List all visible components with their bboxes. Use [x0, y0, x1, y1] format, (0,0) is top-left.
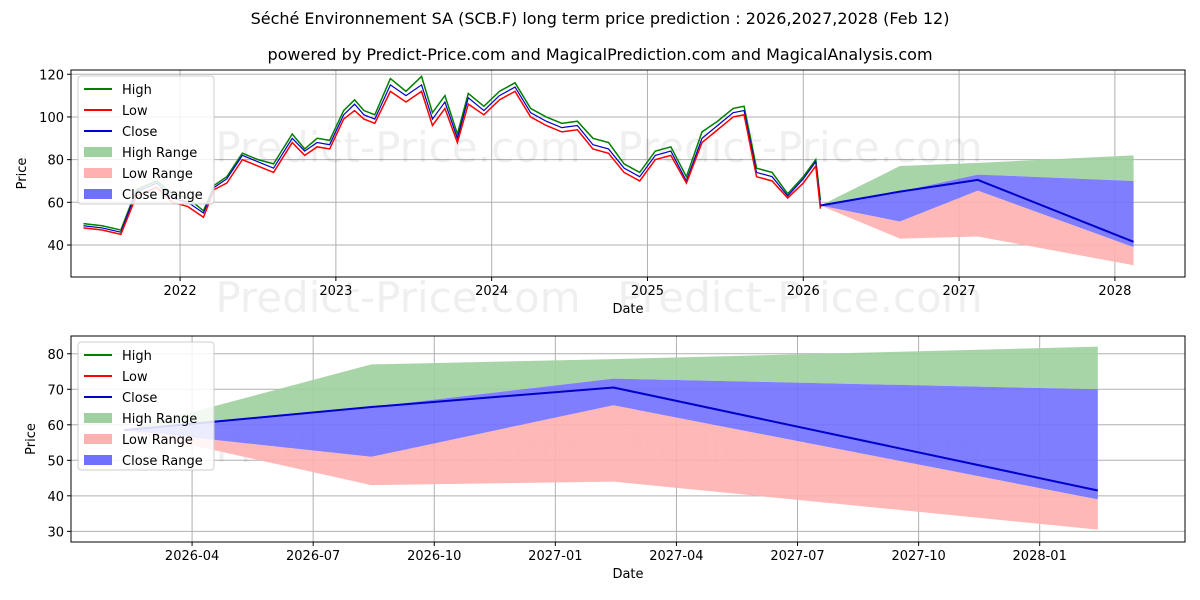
bottom-ylabel: Price [24, 423, 39, 455]
top-watermark: Predict-Price.com [215, 273, 580, 322]
bottom-legend-label: Low [122, 370, 148, 385]
top-legend-swatch [84, 147, 112, 157]
bottom-legend-label: High Range [122, 412, 197, 427]
top-plot-area [83, 75, 1134, 266]
top-close-series [83, 83, 822, 233]
bottom-xtick-label: 2026-07 [286, 549, 340, 564]
top-xtick-label: 2025 [631, 284, 664, 299]
bottom-legend-swatch [84, 434, 112, 444]
top-xtick-label: 2022 [164, 284, 197, 299]
top-watermark: Predict-Price.com [617, 123, 982, 172]
top-legend-label: High [122, 83, 152, 98]
bottom-legend-label: Close Range [122, 454, 203, 469]
bottom-xtick-label: 2027-07 [770, 549, 824, 564]
top-ytick-label: 60 [47, 196, 64, 211]
top-legend-label: Low Range [122, 167, 193, 182]
chart-subtitle: powered by Predict-Price.com and Magical… [267, 45, 933, 64]
top-legend-label: Low [122, 104, 148, 119]
bottom-axes-frame [70, 335, 1186, 543]
bottom-ytick-label: 70 [47, 383, 64, 398]
top-xtick-label: 2026 [787, 284, 820, 299]
top-high-series [83, 75, 822, 231]
bottom-legend-swatch [84, 455, 112, 465]
top-ytick-label: 120 [39, 68, 64, 83]
bottom-xtick-label: 2026-04 [165, 549, 219, 564]
top-low-range-band [820, 190, 1134, 266]
top-xtick-label: 2027 [943, 284, 976, 299]
bottom-ytick-label: 40 [47, 490, 64, 505]
bottom-legend-swatch [84, 413, 112, 423]
bottom-xtick-label: 2028-01 [1013, 549, 1067, 564]
top-xtick-label: 2023 [319, 284, 352, 299]
top-watermark: Predict-Price.com [617, 273, 982, 322]
bottom-ytick-label: 80 [47, 348, 64, 363]
bottom-xtick-label: 2027-01 [528, 549, 582, 564]
top-ytick-label: 80 [47, 154, 64, 169]
top-axes-frame [70, 69, 1186, 278]
top-legend-swatch [84, 189, 112, 199]
bottom-legend-label: High [122, 349, 152, 364]
bottom-legend-label: Low Range [122, 433, 193, 448]
bottom-forecast-close-line [124, 386, 1099, 492]
bottom-ytick-label: 30 [47, 525, 64, 540]
top-legend-label: Close [122, 125, 157, 140]
bottom-ytick-label: 60 [47, 419, 64, 434]
top-legend-label: High Range [122, 146, 197, 161]
top-legend-swatch [84, 168, 112, 178]
bottom-plot-area [124, 346, 1099, 530]
bottom-xtick-label: 2027-10 [891, 549, 945, 564]
bottom-xtick-label: 2026-10 [407, 549, 461, 564]
top-ytick-label: 40 [47, 239, 64, 254]
bottom-xlabel: Date [612, 567, 643, 582]
top-xtick-label: 2028 [1098, 284, 1131, 299]
top-xlabel: Date [612, 302, 643, 317]
top-forecast-close-line [820, 178, 1134, 243]
bottom-legend-label: Close [122, 391, 157, 406]
bottom-close-range-band [124, 378, 1098, 500]
top-ytick-label: 100 [39, 111, 64, 126]
top-ylabel: Price [15, 158, 30, 190]
bottom-xtick-label: 2027-04 [649, 549, 703, 564]
top-xtick-label: 2024 [475, 284, 508, 299]
top-high-range-band [820, 155, 1134, 206]
bottom-low-range-band [124, 405, 1098, 530]
top-low-series [83, 90, 822, 236]
bottom-ytick-label: 50 [47, 454, 64, 469]
chart-title: Séché Environnement SA (SCB.F) long term… [250, 9, 950, 28]
bottom-high-range-band [124, 346, 1098, 431]
top-legend-label: Close Range [122, 188, 203, 203]
